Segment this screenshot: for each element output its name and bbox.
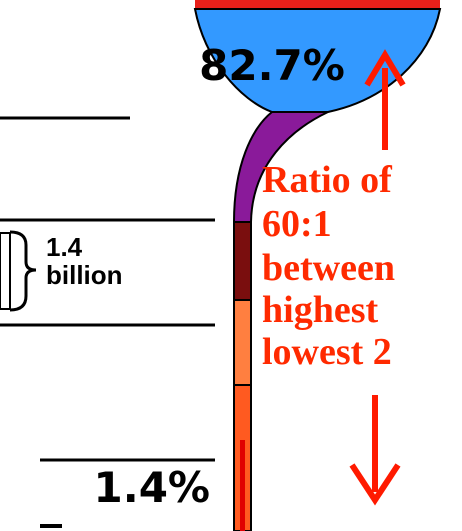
box-edge xyxy=(0,232,11,310)
ratio-note: lowest 2 xyxy=(262,331,392,373)
ratio-note: Ratio of xyxy=(262,159,393,201)
ratio-note: highest xyxy=(262,289,378,331)
ratio-note: 60:1 xyxy=(262,203,332,245)
ratio-note: between xyxy=(262,247,395,289)
stem-core xyxy=(240,440,245,531)
arrow-down-head xyxy=(349,463,401,506)
brace xyxy=(9,230,37,312)
stem-segment xyxy=(233,221,252,301)
top-share: 82.7% xyxy=(199,41,345,90)
arrow-up-head xyxy=(364,49,406,87)
bottom-share: 1.4% xyxy=(94,463,210,512)
stem-segment xyxy=(233,299,252,386)
population-label: 1.4 xyxy=(46,232,83,262)
population-label: billion xyxy=(46,260,123,290)
